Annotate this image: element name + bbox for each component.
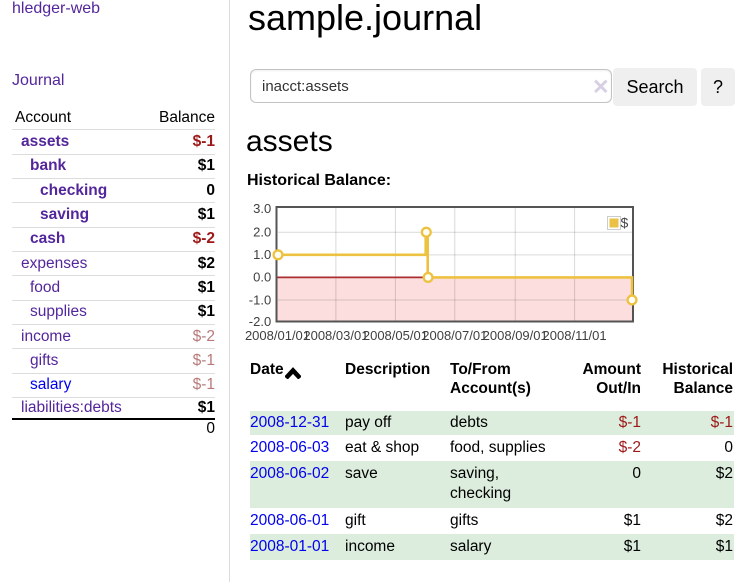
svg-text:2008/01/01: 2008/01/01: [245, 328, 310, 343]
svg-text:0.0: 0.0: [253, 270, 271, 285]
svg-text:2008/03/01: 2008/03/01: [303, 328, 368, 343]
svg-text:1.0: 1.0: [253, 247, 271, 262]
svg-text:-2.0: -2.0: [249, 314, 271, 329]
svg-text:2008/05/01: 2008/05/01: [363, 328, 428, 343]
svg-text:$: $: [621, 215, 629, 231]
svg-text:2008/09/01: 2008/09/01: [483, 328, 548, 343]
svg-text:-1.0: -1.0: [249, 292, 271, 307]
svg-text:2008/07/01: 2008/07/01: [422, 328, 487, 343]
svg-text:2008/11/01: 2008/11/01: [543, 328, 607, 343]
svg-text:2.0: 2.0: [253, 225, 271, 240]
svg-text:3.0: 3.0: [253, 201, 271, 216]
